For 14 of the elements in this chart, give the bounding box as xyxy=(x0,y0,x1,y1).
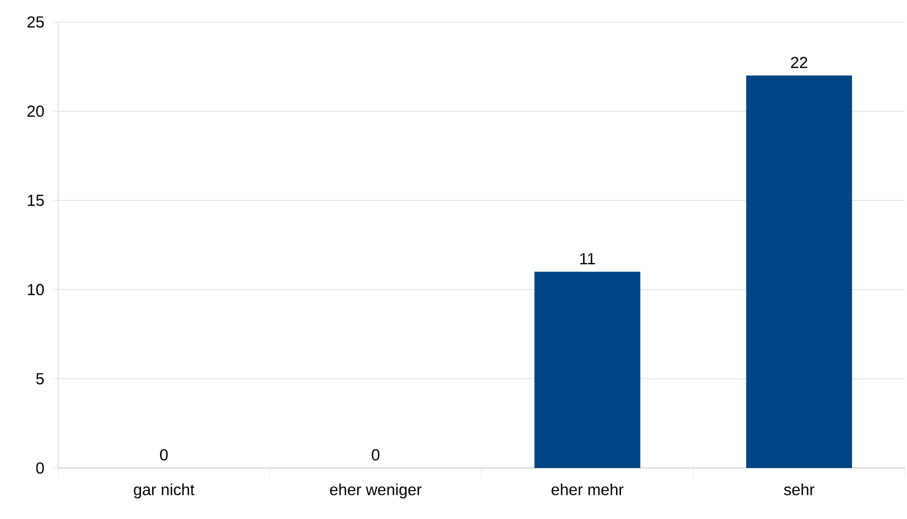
y-tick-label: 20 xyxy=(27,106,44,117)
x-tick-label: sehr xyxy=(784,484,814,496)
data-label: 0 xyxy=(160,449,168,460)
x-tick-label: eher mehr xyxy=(552,484,624,496)
y-tick-label: 5 xyxy=(36,373,44,384)
data-label: 11 xyxy=(580,253,595,264)
data-label: 0 xyxy=(372,449,380,460)
y-tick-label: 10 xyxy=(28,284,44,296)
y-tick-label: 15 xyxy=(28,194,44,206)
y-tick-label: 0 xyxy=(36,462,44,474)
y-tick-label: 25 xyxy=(27,16,44,28)
x-tick-label: gar nicht xyxy=(134,484,194,498)
x-tick-label: eher weniger xyxy=(330,484,422,498)
data-label: 22 xyxy=(791,56,808,68)
